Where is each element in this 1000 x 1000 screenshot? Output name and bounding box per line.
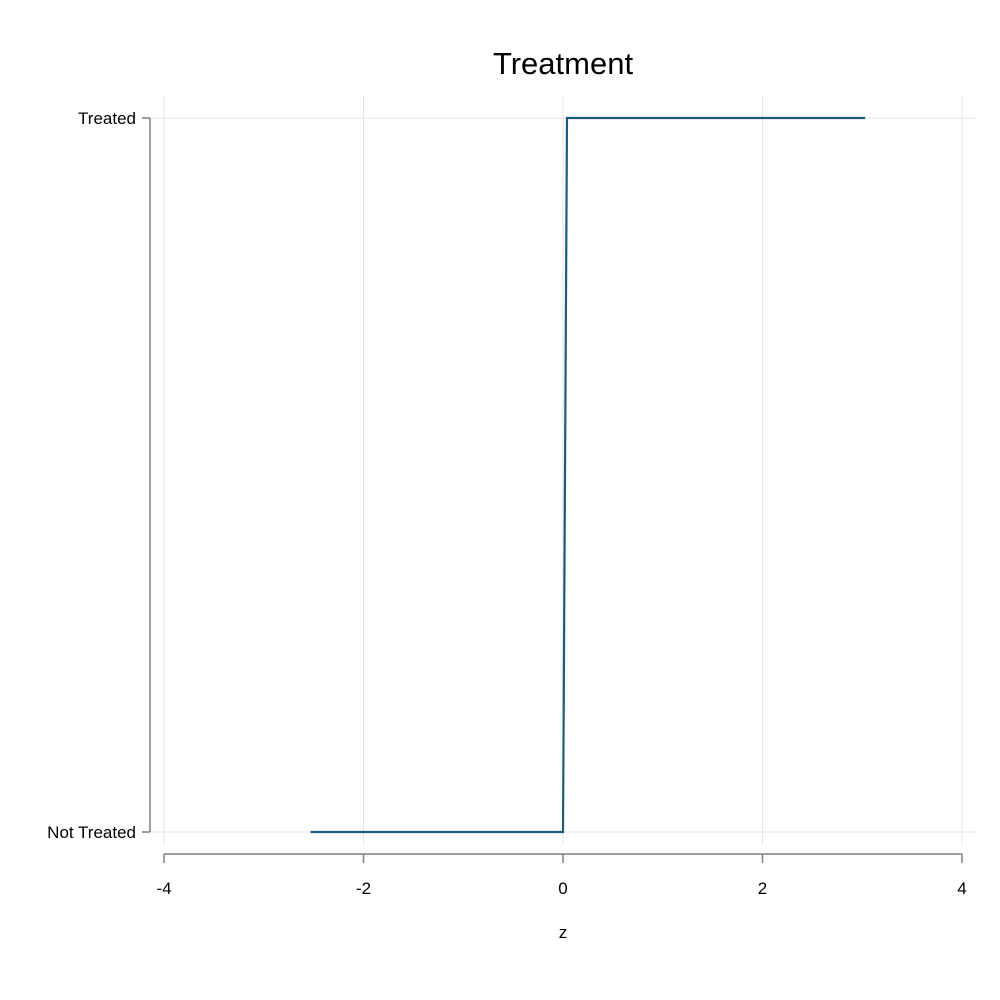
x-tick-label-2: 0 xyxy=(558,879,567,898)
series-line-0 xyxy=(310,116,866,834)
x-tick-label-0: -4 xyxy=(156,879,171,898)
axes xyxy=(142,117,963,863)
tick-labels: Not Treated Treated -4 -2 0 2 4 xyxy=(47,109,967,898)
series-group xyxy=(310,116,866,834)
chart-title: Treatment xyxy=(493,46,634,81)
y-tick-label-1: Treated xyxy=(78,109,136,128)
x-axis-label: z xyxy=(559,923,568,942)
x-tick-label-1: -2 xyxy=(356,879,371,898)
x-tick-label-4: 4 xyxy=(957,879,966,898)
x-tick-label-3: 2 xyxy=(758,879,767,898)
y-tick-label-0: Not Treated xyxy=(47,823,136,842)
